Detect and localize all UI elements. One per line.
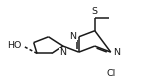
Text: N: N <box>113 48 121 57</box>
Text: Cl: Cl <box>106 69 115 78</box>
Text: N: N <box>69 32 76 41</box>
Text: HO: HO <box>7 41 21 50</box>
Text: S: S <box>92 7 98 16</box>
Text: N: N <box>59 48 66 57</box>
